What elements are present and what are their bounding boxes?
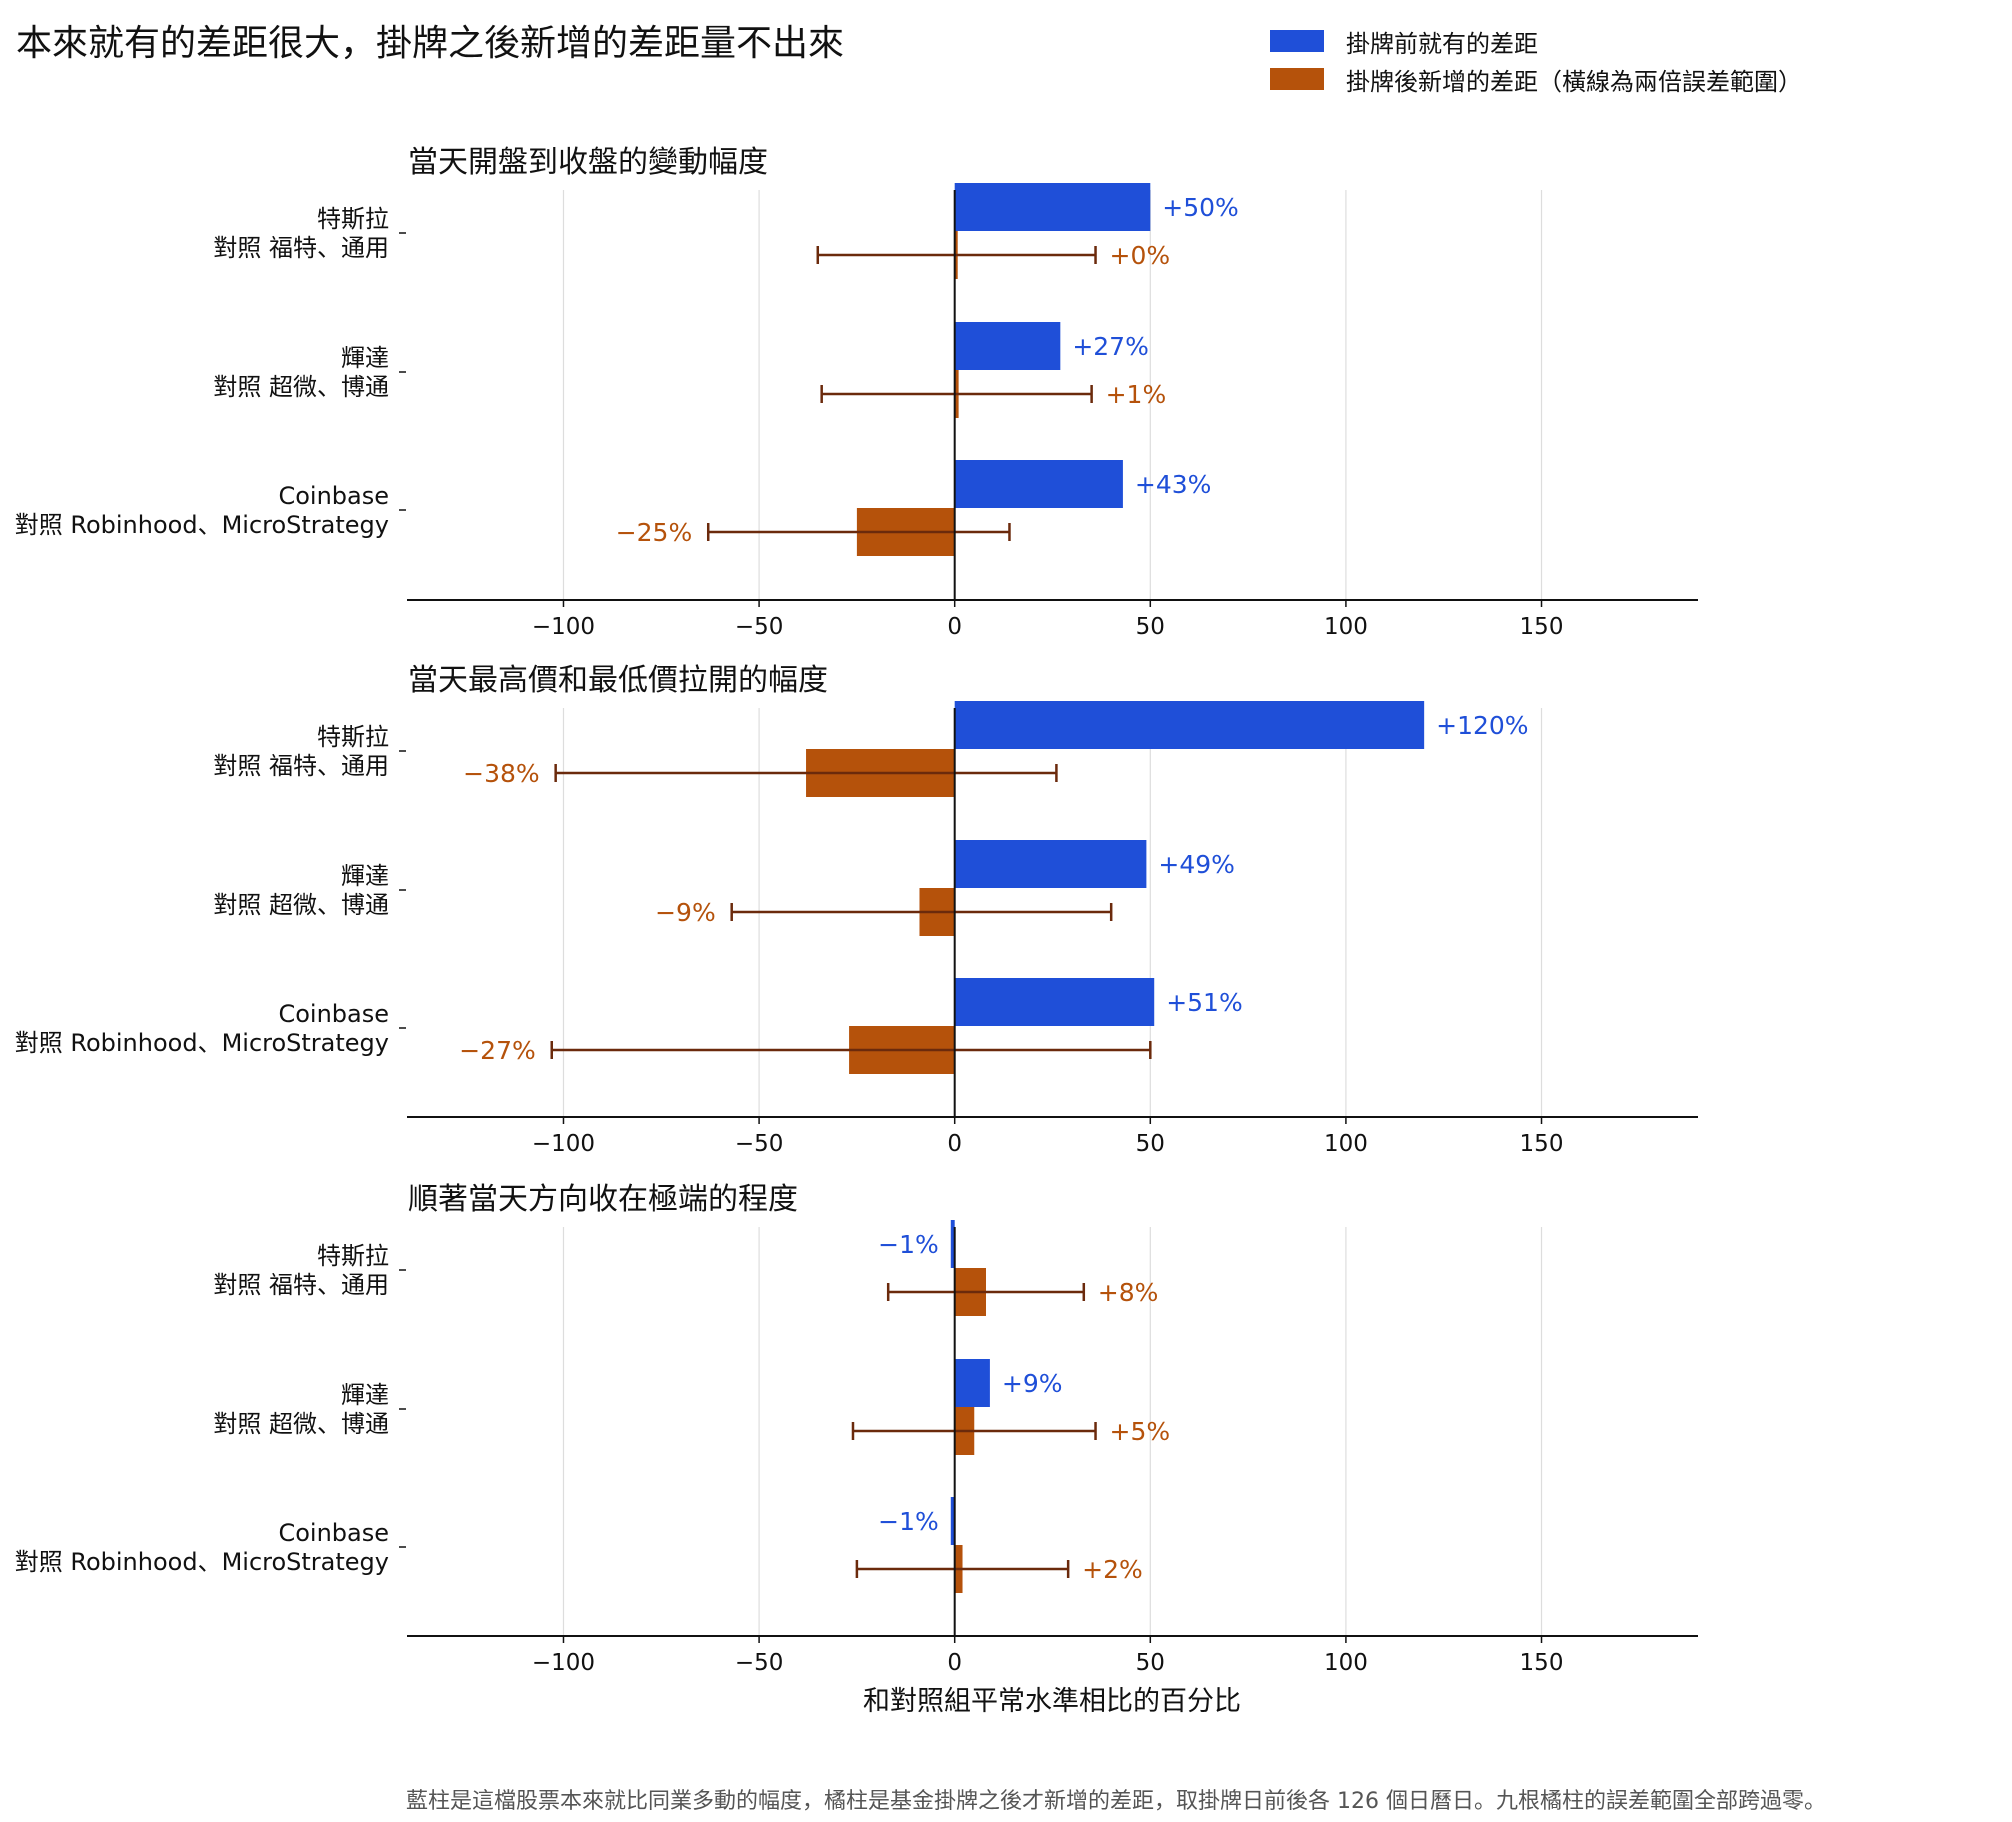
x-tick-label: 150 (1520, 1650, 1564, 1676)
category-label: 輝達 (341, 862, 389, 890)
data-label-post: +5% (1110, 1417, 1171, 1446)
data-label-post: −38% (463, 759, 540, 788)
data-label-post: +1% (1106, 380, 1167, 409)
data-label-post: −25% (616, 518, 693, 547)
x-tick-label: −100 (532, 1650, 595, 1676)
legend-swatch-post (1270, 68, 1324, 90)
data-label-pre: +51% (1166, 988, 1243, 1017)
panel-title: 當天最高價和最低價拉開的幅度 (408, 663, 828, 698)
figure-title: 本來就有的差距很大，掛牌之後新增的差距量不出來 (16, 23, 845, 64)
category-sublabel: 對照 福特、通用 (213, 752, 389, 780)
category-label: 特斯拉 (317, 723, 389, 751)
x-tick-label: 0 (947, 614, 962, 640)
category-sublabel: 對照 福特、通用 (213, 234, 389, 262)
category-sublabel: 對照 Robinhood、MicroStrategy (15, 511, 389, 539)
category-label: Coinbase (278, 1000, 389, 1028)
category-label: 特斯拉 (317, 205, 389, 233)
bar-pre (954, 460, 1123, 508)
data-label-post: +0% (1110, 241, 1171, 270)
bar-pre (954, 978, 1155, 1026)
bar-pre (954, 701, 1425, 749)
bar-pre (954, 840, 1147, 888)
category-sublabel: 對照 Robinhood、MicroStrategy (15, 1548, 389, 1576)
panel-title: 順著當天方向收在極端的程度 (408, 1182, 798, 1217)
data-label-pre: −1% (878, 1230, 939, 1259)
category-sublabel: 對照 超微、博通 (213, 373, 389, 401)
legend: 掛牌前就有的差距 掛牌後新增的差距（橫線為兩倍誤差範圍） (1270, 22, 1802, 98)
category-label: 輝達 (341, 1381, 389, 1409)
data-label-pre: +9% (1002, 1369, 1063, 1398)
bar-pre (954, 1359, 990, 1407)
data-label-pre: +120% (1436, 711, 1528, 740)
x-tick-label: −50 (735, 1650, 784, 1676)
data-label-pre: +43% (1135, 470, 1212, 499)
x-tick-label: −50 (735, 614, 784, 640)
x-tick-label: −100 (532, 614, 595, 640)
panel-title: 當天開盤到收盤的變動幅度 (408, 145, 768, 180)
bar-pre (954, 183, 1151, 231)
x-tick-label: −50 (735, 1131, 784, 1157)
category-sublabel: 對照 超微、博通 (213, 891, 389, 919)
category-label: 輝達 (341, 344, 389, 372)
data-label-pre: −1% (878, 1507, 939, 1536)
x-tick-label: 50 (1136, 1131, 1165, 1157)
data-label-post: +8% (1098, 1278, 1159, 1307)
data-label-pre: +50% (1162, 193, 1239, 222)
x-tick-label: 100 (1324, 1131, 1368, 1157)
x-tick-label: 0 (947, 1131, 962, 1157)
x-tick-label: 100 (1324, 614, 1368, 640)
data-label-post: −27% (459, 1036, 536, 1065)
x-tick-label: 100 (1324, 1650, 1368, 1676)
legend-item-post: 掛牌後新增的差距（橫線為兩倍誤差範圍） (1270, 60, 1802, 98)
category-label: Coinbase (278, 1519, 389, 1547)
data-label-post: +2% (1082, 1555, 1143, 1584)
legend-item-pre: 掛牌前就有的差距 (1270, 22, 1802, 60)
bar-pre (954, 322, 1061, 370)
x-tick-label: 50 (1136, 1650, 1165, 1676)
legend-label-pre: 掛牌前就有的差距 (1346, 29, 1538, 58)
x-tick-label: 0 (947, 1650, 962, 1676)
x-tick-label: 150 (1520, 1131, 1564, 1157)
bar-pre (950, 1497, 955, 1545)
bar-pre (950, 1220, 955, 1268)
category-label: Coinbase (278, 482, 389, 510)
legend-swatch-pre (1270, 30, 1324, 52)
data-label-post: −9% (655, 898, 716, 927)
data-label-pre: +49% (1158, 850, 1235, 879)
category-sublabel: 對照 超微、博通 (213, 1410, 389, 1438)
category-label: 特斯拉 (317, 1242, 389, 1270)
category-sublabel: 對照 福特、通用 (213, 1271, 389, 1299)
legend-label-post: 掛牌後新增的差距（橫線為兩倍誤差範圍） (1346, 67, 1802, 96)
category-sublabel: 對照 Robinhood、MicroStrategy (15, 1029, 389, 1057)
x-tick-label: −100 (532, 1131, 595, 1157)
x-tick-label: 50 (1136, 614, 1165, 640)
footnote: 藍柱是這檔股票本來就比同業多動的幅度，橘柱是基金掛牌之後才新增的差距，取掛牌日前… (406, 1789, 1826, 1814)
data-label-pre: +27% (1072, 332, 1149, 361)
x-tick-label: 150 (1520, 614, 1564, 640)
x-axis-label: 和對照組平常水準相比的百分比 (863, 1686, 1241, 1717)
